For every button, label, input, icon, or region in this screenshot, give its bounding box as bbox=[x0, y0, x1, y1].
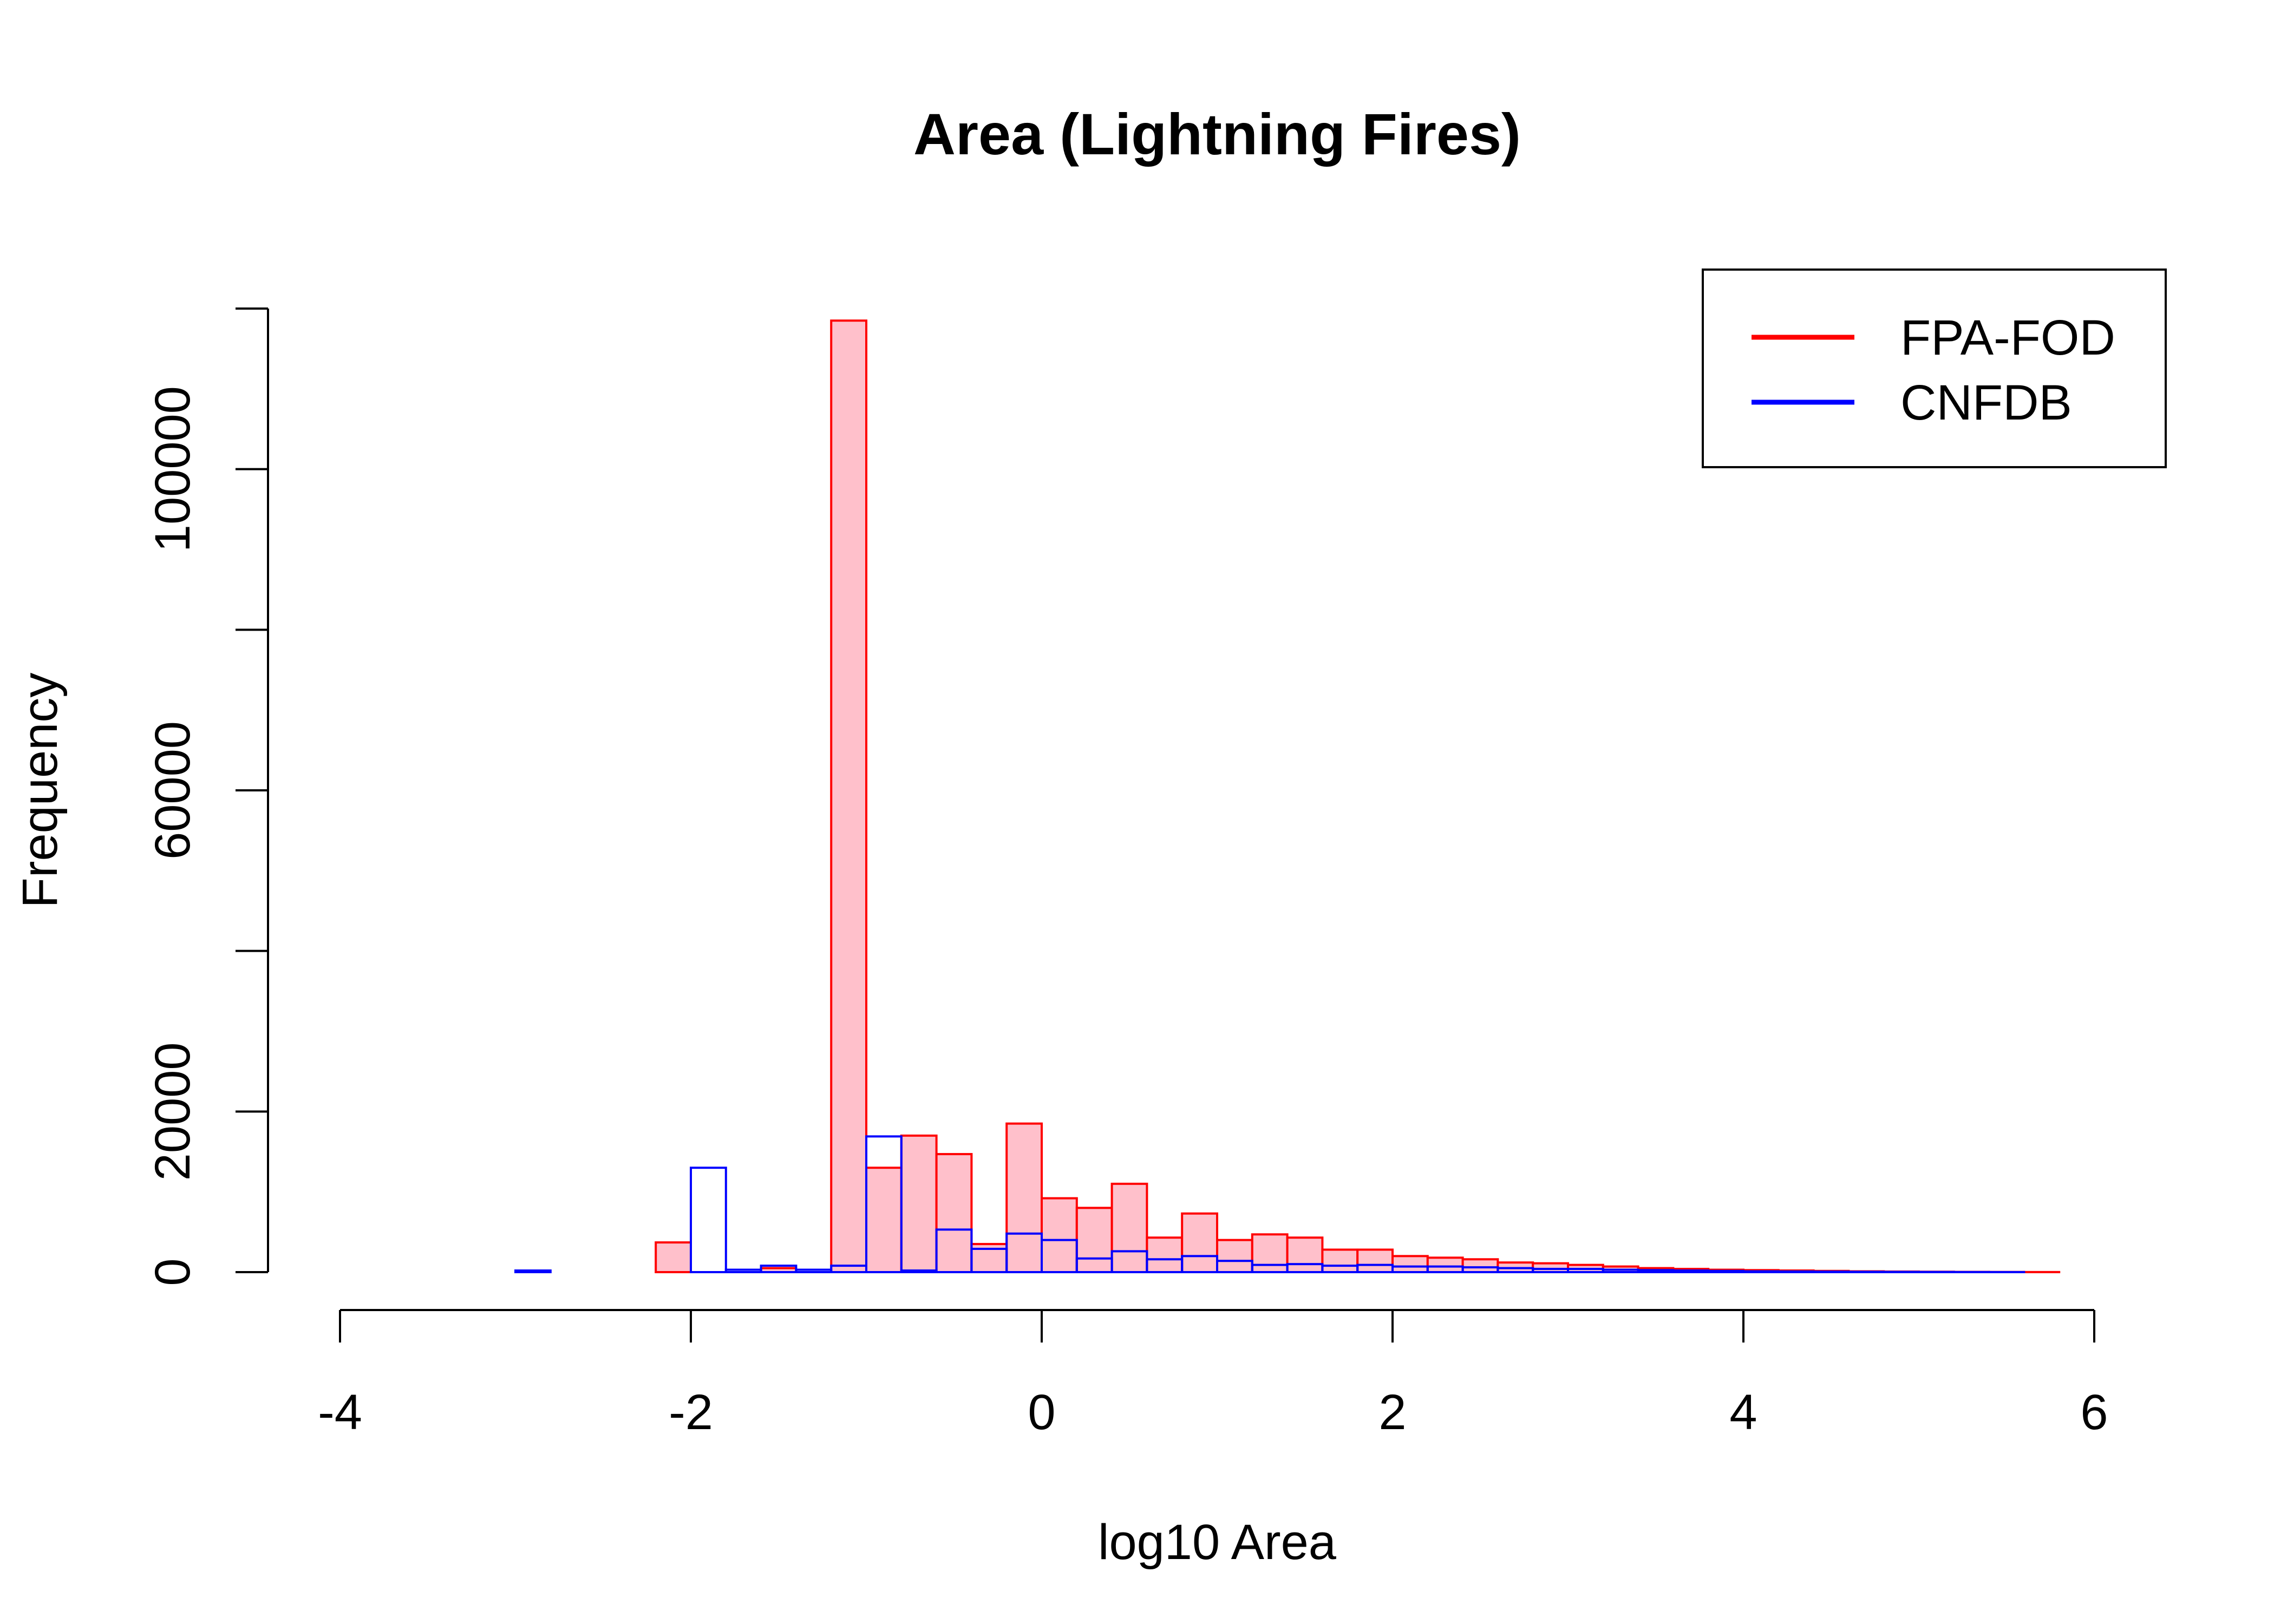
x-tick-label: 6 bbox=[2080, 1385, 2108, 1440]
legend-label-fpa-fod: FPA-FOD bbox=[1900, 310, 2115, 365]
fpa-fod-bar bbox=[1075, 1207, 1113, 1274]
y-tick-label: 0 bbox=[145, 1258, 200, 1286]
y-tick-label: 60000 bbox=[145, 721, 200, 860]
fpa-fod-bar bbox=[1532, 1262, 1569, 1273]
y-axis-label: Frequency bbox=[12, 673, 68, 908]
fpa-fod-bar bbox=[1146, 1236, 1184, 1273]
y-axis: 0 20000 60000 100000 bbox=[145, 307, 269, 1286]
fpa-fod-bar bbox=[1005, 1122, 1043, 1274]
fpa-fod-bar bbox=[1356, 1248, 1394, 1273]
fpa-fod-bar bbox=[830, 319, 867, 1273]
x-axis: -4 -2 0 2 4 6 bbox=[318, 1309, 2108, 1440]
x-axis-label: log10 Area bbox=[1098, 1515, 1337, 1570]
fpa-fod-bar bbox=[1181, 1212, 1218, 1273]
fpa-fod-bar bbox=[935, 1152, 973, 1273]
legend: FPA-FOD CNFDB bbox=[1702, 269, 2167, 468]
x-tick-label: -4 bbox=[318, 1385, 362, 1440]
x-tick-label: -2 bbox=[669, 1385, 713, 1440]
fpa-fod-bar bbox=[900, 1134, 938, 1274]
fpa-fod-bar bbox=[1251, 1233, 1289, 1274]
cnfdb-bar bbox=[690, 1167, 727, 1273]
cnfdb-bar bbox=[1672, 1269, 1710, 1274]
y-tick-label: 20000 bbox=[145, 1042, 200, 1181]
fpa-fod-bar bbox=[1321, 1248, 1359, 1273]
legend-label-cnfdb: CNFDB bbox=[1900, 375, 2072, 430]
fpa-fod-bar bbox=[1391, 1255, 1429, 1274]
legend-box bbox=[1702, 269, 2167, 468]
fpa-fod-bar bbox=[1041, 1197, 1078, 1274]
fpa-fod-bar bbox=[865, 1167, 903, 1273]
x-tick-label: 2 bbox=[1378, 1385, 1406, 1440]
fpa-fod-bar bbox=[1426, 1256, 1464, 1274]
fpa-fod-bar bbox=[655, 1241, 692, 1274]
fpa-fod-bar bbox=[1110, 1182, 1148, 1274]
x-tick-label: 4 bbox=[1729, 1385, 1757, 1440]
cnfdb-bar bbox=[514, 1269, 552, 1274]
cnfdb-bar bbox=[900, 1269, 938, 1274]
fpa-fod-bars bbox=[655, 319, 2061, 1274]
x-tick-label: 0 bbox=[1028, 1385, 1055, 1440]
cnfdb-bar bbox=[1041, 1239, 1078, 1273]
fpa-fod-bar bbox=[1286, 1236, 1324, 1273]
cnfdb-bars bbox=[514, 1135, 2025, 1274]
cnfdb-bar bbox=[1707, 1269, 1744, 1274]
fpa-fod-bar bbox=[1216, 1239, 1253, 1273]
cnfdb-bar bbox=[724, 1268, 762, 1274]
cnfdb-bar bbox=[795, 1268, 833, 1274]
y-tick-label: 100000 bbox=[145, 386, 200, 552]
fpa-fod-bar bbox=[1461, 1258, 1499, 1274]
chart-title: Area (Lightning Fires) bbox=[913, 101, 1521, 167]
cnfdb-bar bbox=[865, 1135, 903, 1274]
cnfdb-bar bbox=[1637, 1269, 1675, 1274]
